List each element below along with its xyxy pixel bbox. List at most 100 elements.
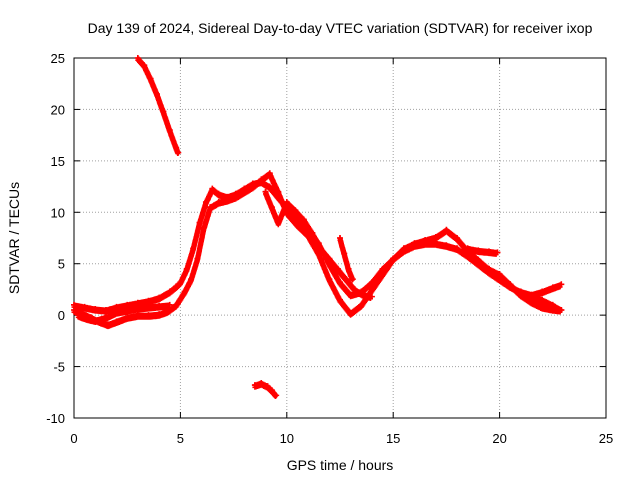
data-point	[390, 255, 397, 262]
x-tick-label: 20	[492, 431, 506, 446]
data-point	[334, 265, 341, 272]
data-point	[181, 288, 188, 295]
data-point	[141, 62, 148, 69]
data-point	[539, 296, 546, 303]
x-tick-labels: 0 5 10 15 20 25	[70, 431, 613, 446]
data-point	[251, 382, 258, 389]
data-point	[454, 235, 461, 241]
series-arc-8	[464, 245, 501, 257]
data-point	[539, 303, 546, 310]
y-tick-label: 15	[51, 154, 65, 169]
x-tick-label: 25	[599, 431, 613, 446]
data-point	[345, 265, 352, 272]
data-point	[309, 229, 316, 236]
data-point	[145, 303, 152, 310]
y-axis-label: SDTVAR / TECUs	[6, 182, 22, 294]
series-arc-9	[485, 265, 565, 314]
data-point	[347, 310, 354, 317]
y-tick-label: 25	[51, 51, 65, 66]
data-point	[92, 317, 99, 324]
data-point	[145, 297, 152, 304]
data-point	[268, 204, 275, 211]
data-point	[124, 314, 131, 321]
data-point	[145, 312, 152, 319]
data-point	[173, 283, 180, 290]
data-point	[454, 245, 461, 252]
data-point	[188, 276, 195, 283]
data-point	[549, 284, 556, 291]
data-point	[92, 305, 99, 312]
chart-title: Day 139 of 2024, Sidereal Day-to-day VTE…	[88, 20, 593, 36]
data-point	[262, 188, 269, 195]
data-point	[124, 307, 131, 313]
x-tick-label: 10	[280, 431, 294, 446]
data-point	[496, 271, 503, 277]
data-point	[294, 221, 301, 228]
data-point	[558, 281, 565, 288]
data-point	[232, 193, 239, 200]
y-tick-label: -10	[46, 411, 65, 426]
data-point	[275, 188, 282, 195]
data-point	[485, 265, 492, 272]
y-tick-label: 20	[51, 102, 65, 117]
data-point	[153, 91, 160, 97]
data-point	[102, 314, 109, 321]
data-point	[422, 237, 429, 244]
data-point	[83, 315, 90, 322]
data-point	[134, 299, 141, 306]
x-tick-label: 5	[177, 431, 184, 446]
data-point	[134, 304, 141, 311]
data-point	[134, 312, 141, 319]
data-point	[134, 55, 141, 61]
data-point	[202, 199, 209, 205]
data-point	[173, 144, 180, 151]
data-point	[343, 276, 350, 283]
data-point	[194, 255, 201, 262]
data-point	[113, 318, 120, 325]
data-point	[360, 291, 367, 298]
data-point	[507, 281, 514, 288]
data-point	[249, 183, 256, 190]
data-point	[156, 294, 163, 301]
data-point	[177, 279, 184, 286]
data-point	[368, 293, 375, 300]
data-point	[411, 240, 418, 247]
data-point	[549, 301, 556, 308]
data-point	[160, 108, 167, 115]
data-point	[317, 245, 324, 252]
y-tick-label: 10	[51, 205, 65, 220]
data-point	[485, 248, 492, 255]
data-point	[443, 226, 450, 233]
data-point	[266, 170, 273, 177]
data-point	[102, 307, 109, 313]
data-point	[351, 286, 358, 293]
data-point	[539, 288, 546, 295]
data-point	[358, 301, 365, 308]
data-point	[379, 271, 386, 277]
data-point	[432, 233, 439, 240]
series-arc-6	[262, 188, 375, 301]
data-point	[292, 207, 299, 214]
data-point	[258, 176, 265, 183]
series-arc-7	[337, 235, 356, 283]
data-point	[283, 199, 290, 205]
data-point	[528, 293, 535, 300]
data-point	[81, 303, 88, 310]
data-point	[368, 279, 375, 286]
data-point	[215, 190, 222, 197]
data-point	[558, 307, 565, 313]
data-point	[166, 127, 173, 133]
data-point	[124, 301, 131, 308]
data-point	[326, 276, 333, 283]
data-point	[349, 276, 356, 283]
data-point	[268, 387, 275, 394]
data-point	[326, 255, 333, 262]
y-tick-labels: 25 20 15 10 5 0 -5 -10	[46, 51, 65, 426]
data-point	[368, 286, 375, 293]
y-tick-label: 5	[58, 257, 65, 272]
data-point	[475, 247, 482, 254]
data-point	[241, 188, 248, 195]
data-point	[275, 219, 282, 226]
data-point	[71, 307, 77, 313]
